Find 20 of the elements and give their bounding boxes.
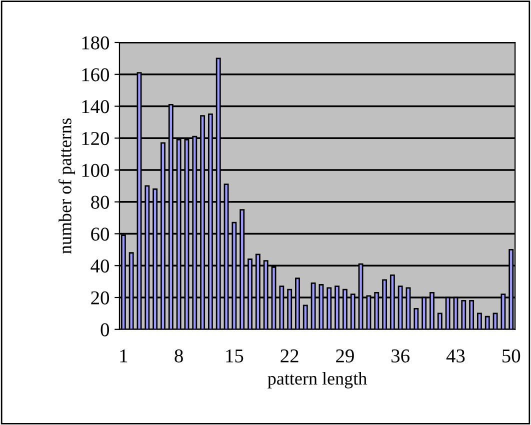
x-tick-label: 8 xyxy=(174,349,183,363)
y-tick-label: 80 xyxy=(91,196,110,209)
y-tick-label: 60 xyxy=(91,228,110,241)
x-tick-label: 36 xyxy=(392,349,410,363)
x-axis-title: pattern length xyxy=(268,372,367,388)
y-tick-label: 120 xyxy=(82,132,110,146)
y-tick-label: 160 xyxy=(82,68,110,82)
y-tick-label: 0 xyxy=(100,323,110,336)
y-tick-label: 100 xyxy=(82,164,110,177)
x-tick-label: 1 xyxy=(120,349,128,362)
y-tick-label: 20 xyxy=(91,291,110,304)
y-tick-label: 40 xyxy=(90,259,110,273)
x-tick-label: 29 xyxy=(336,349,354,363)
y-tick-label: 180 xyxy=(82,36,110,50)
y-axis-title: number of patterns xyxy=(58,118,76,254)
x-tick-label: 15 xyxy=(226,349,244,363)
x-tick-label: 43 xyxy=(446,349,465,363)
x-tick-label: 50 xyxy=(502,349,520,363)
y-tick-label: 140 xyxy=(82,100,110,114)
x-tick-label: 22 xyxy=(280,349,298,362)
